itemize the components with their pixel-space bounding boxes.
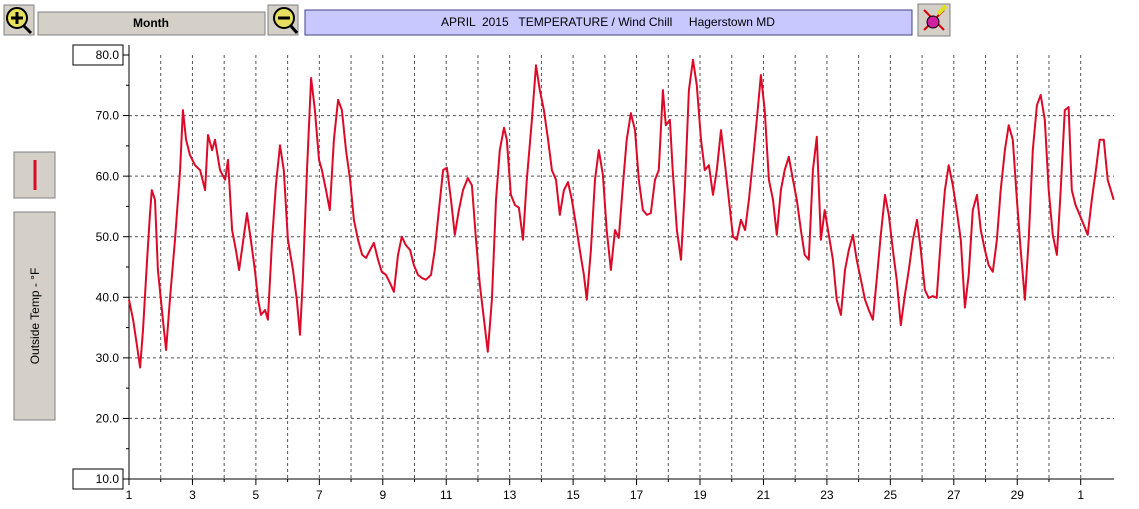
title-box xyxy=(304,9,913,36)
x-tick-label: 21 xyxy=(757,488,771,502)
y-label-button[interactable]: Outside Temp - °F xyxy=(13,211,56,421)
y-axis-label: Outside Temp - °F xyxy=(28,268,42,365)
x-tick-label: 29 xyxy=(1011,488,1025,502)
x-tick-label: 1 xyxy=(126,488,133,502)
y-tick-label: 50.0 xyxy=(96,230,120,244)
x-tick-label: 11 xyxy=(440,488,453,502)
x-tick-label: 27 xyxy=(947,488,961,502)
temperature-line xyxy=(128,58,1115,369)
x-tick-label: 1 xyxy=(1077,488,1084,502)
period-label: Month xyxy=(133,16,169,30)
x-tick-label: 17 xyxy=(630,488,644,502)
y-tick-label: 30.0 xyxy=(96,351,120,365)
zoom-out-button[interactable] xyxy=(267,4,299,36)
x-tick-label: 13 xyxy=(503,488,517,502)
x-tick-label: 15 xyxy=(566,488,580,502)
chart-title: APRIL 2015 TEMPERATURE / Wind Chill Hage… xyxy=(441,15,775,29)
x-tick-label: 23 xyxy=(820,488,834,502)
y-tick-label: 70.0 xyxy=(96,109,120,123)
x-tick-label: 5 xyxy=(253,488,260,502)
x-tick-label: 25 xyxy=(884,488,898,502)
zoom-in-button[interactable] xyxy=(3,4,35,36)
y-tick-label: 60.0 xyxy=(96,169,120,183)
series-button[interactable] xyxy=(13,151,56,199)
x-tick-label: 9 xyxy=(379,488,386,502)
x-tick-label: 19 xyxy=(693,488,707,502)
y-tick-label: 20.0 xyxy=(96,412,120,426)
settings-button[interactable] xyxy=(917,3,951,37)
y-tick-label: 40.0 xyxy=(96,290,120,304)
y-tick-label: 10.0 xyxy=(96,472,120,486)
period-button[interactable]: Month xyxy=(37,11,266,36)
y-tick-label: 80.0 xyxy=(96,48,120,62)
x-tick-label: 3 xyxy=(189,488,196,502)
x-tick-label: 7 xyxy=(316,488,323,502)
